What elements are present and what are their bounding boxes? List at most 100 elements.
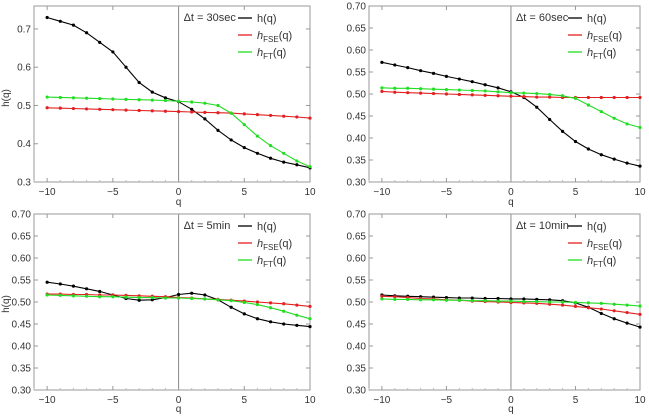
data-point <box>45 293 49 297</box>
data-point <box>255 303 260 307</box>
data-point <box>163 296 168 300</box>
data-point <box>268 113 273 118</box>
data-point <box>71 23 76 27</box>
data-point <box>150 90 154 94</box>
x-axis-label: q <box>176 404 182 415</box>
y-tick-label: 0.50 <box>347 298 367 309</box>
data-point <box>255 134 260 138</box>
data-point <box>560 94 565 98</box>
data-point <box>522 91 526 95</box>
data-point <box>295 115 299 119</box>
data-point <box>216 103 220 108</box>
data-point <box>84 31 89 35</box>
data-point <box>625 310 629 315</box>
data-point <box>58 293 62 297</box>
data-point <box>444 296 449 300</box>
data-point <box>216 111 220 115</box>
data-point <box>419 298 423 302</box>
y-tick-label: 0.65 <box>347 232 367 243</box>
data-point <box>612 116 616 120</box>
data-point <box>560 303 565 307</box>
data-point <box>586 95 590 100</box>
data-point <box>380 60 384 64</box>
data-point <box>393 297 397 301</box>
x-tick-label: 5 <box>242 187 248 198</box>
data-point <box>190 100 194 104</box>
data-point <box>71 106 76 111</box>
data-point <box>98 107 102 111</box>
x-tick-label: 5 <box>573 395 579 406</box>
data-point <box>137 80 141 85</box>
data-point <box>444 88 449 92</box>
data-point <box>84 96 89 100</box>
data-point <box>599 110 603 114</box>
data-point <box>242 145 246 150</box>
data-point <box>190 296 194 301</box>
data-point <box>124 97 128 101</box>
data-point <box>444 298 449 302</box>
data-point <box>548 300 552 304</box>
y-tick-label: 0.45 <box>347 320 367 331</box>
data-point <box>150 98 154 102</box>
data-point <box>71 96 76 100</box>
data-point <box>308 304 312 308</box>
data-point <box>638 125 642 130</box>
delta-t-annotation: Δt = 60sec <box>516 12 569 24</box>
data-point <box>522 95 526 99</box>
data-point <box>560 129 565 133</box>
y-tick-label: 0.70 <box>347 2 367 13</box>
y-tick-label: 0.70 <box>347 210 367 221</box>
data-point <box>419 87 423 91</box>
data-point <box>58 19 62 23</box>
x-tick-label: −10 <box>373 187 390 198</box>
x-tick-label: 10 <box>304 395 316 406</box>
y-axis-label: h(q) <box>1 89 12 107</box>
data-point <box>98 96 102 101</box>
y-tick-label: 0.35 <box>347 364 367 375</box>
data-point <box>229 138 233 142</box>
y-tick-label: 0.30 <box>347 386 367 397</box>
data-point <box>229 299 233 303</box>
data-point <box>268 156 273 160</box>
plot-frame <box>368 5 641 183</box>
x-tick-label: −5 <box>441 395 453 406</box>
data-point <box>393 90 397 94</box>
x-tick-label: 10 <box>304 187 316 198</box>
data-point <box>470 88 474 93</box>
data-point <box>380 297 384 301</box>
data-point <box>444 92 449 96</box>
y-tick-label: 0.35 <box>12 364 32 375</box>
y-tick-label: 0.55 <box>347 68 367 79</box>
data-point <box>255 317 260 321</box>
data-point <box>190 110 194 114</box>
data-point <box>295 159 299 163</box>
data-point <box>282 309 286 313</box>
data-point <box>295 163 299 167</box>
data-point <box>98 295 102 299</box>
data-point <box>282 302 286 306</box>
data-point <box>150 296 154 300</box>
data-point <box>137 296 141 300</box>
data-point <box>586 306 590 310</box>
data-point <box>638 164 642 168</box>
data-point <box>380 86 384 90</box>
legend-label-3: hFT(q) <box>257 255 286 269</box>
data-point <box>176 99 181 103</box>
data-point <box>612 157 616 161</box>
y-tick-label: 0.35 <box>347 156 367 167</box>
data-point <box>268 144 273 148</box>
data-point <box>282 160 286 164</box>
data-point <box>58 282 62 286</box>
legend-label-2: hFSE(q) <box>257 30 292 44</box>
delta-t-annotation: Δt = 10min <box>516 220 569 232</box>
data-point <box>483 93 487 97</box>
data-point <box>548 117 552 122</box>
data-point <box>308 325 312 329</box>
data-point <box>470 93 474 97</box>
data-point <box>535 299 539 304</box>
x-tick-label: −10 <box>39 187 56 198</box>
data-point <box>84 287 89 291</box>
data-point <box>483 83 487 87</box>
data-point <box>124 295 128 299</box>
data-point <box>573 139 578 144</box>
